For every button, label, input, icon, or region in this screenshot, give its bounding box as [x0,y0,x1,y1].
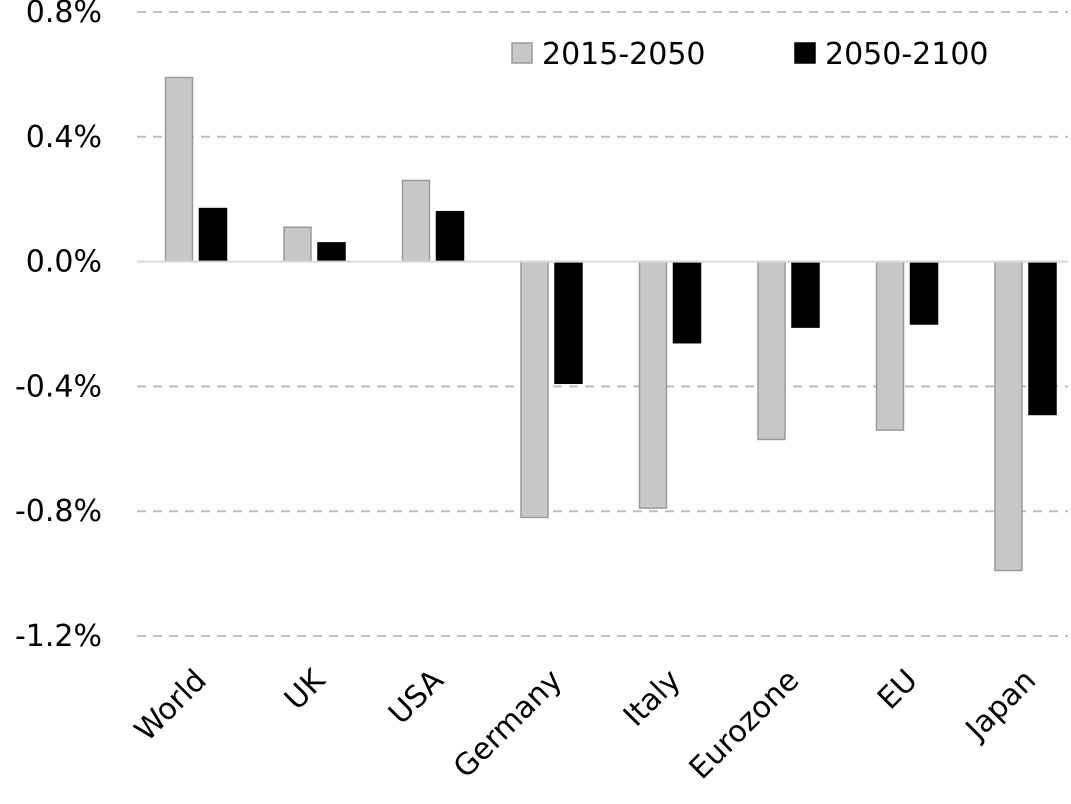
y-tick-label: -0.8% [15,494,102,529]
y-tick-label: -1.2% [15,619,102,654]
legend-label: 2050-2100 [825,37,989,72]
legend-label: 2015-2050 [542,37,706,72]
bar-eu-2050-2100 [909,260,939,325]
bar-italy-2015-2050 [638,260,668,509]
bar-japan-2015-2050 [994,260,1023,572]
bar-uk-2050-2100 [317,242,346,263]
x-tick-label: EU [871,663,925,717]
x-tick-label: Germany [447,663,569,785]
legend-swatch [511,42,533,64]
bars [164,76,1057,572]
y-tick-label: 0.4% [26,120,102,155]
x-tick-label: Japan [958,663,1043,748]
legend: 2015-2050 2050-2100 [511,37,989,72]
y-tick-label: -0.4% [15,369,102,404]
bar-germany-2015-2050 [520,260,549,519]
gridlines [137,11,1068,637]
legend-swatch [794,42,816,64]
bar-germany-2050-2100 [554,260,583,385]
bar-italy-2050-2100 [672,260,702,344]
bar-japan-2050-2100 [1028,260,1057,416]
x-tick-label: Italy [617,663,688,734]
bar-usa-2050-2100 [435,210,465,263]
bar-uk-2015-2050 [283,226,312,263]
x-tick-label: Eurozone [683,663,806,786]
bar-eu-2015-2050 [875,260,905,431]
y-axis-tick-labels: 0.8% 0.4% 0.0% -0.4% -0.8% -1.2% [15,0,102,654]
x-tick-label: World [128,663,214,749]
x-tick-label: UK [278,662,333,717]
bar-world-2050-2100 [198,207,228,263]
bar-world-2015-2050 [164,76,194,263]
y-tick-label: 0.0% [26,245,102,280]
bar-eurozone-2015-2050 [757,260,786,441]
x-tick-label: USA [382,663,451,732]
bar-usa-2015-2050 [401,179,431,263]
bar-eurozone-2050-2100 [791,260,820,328]
y-tick-label: 0.8% [26,0,102,30]
